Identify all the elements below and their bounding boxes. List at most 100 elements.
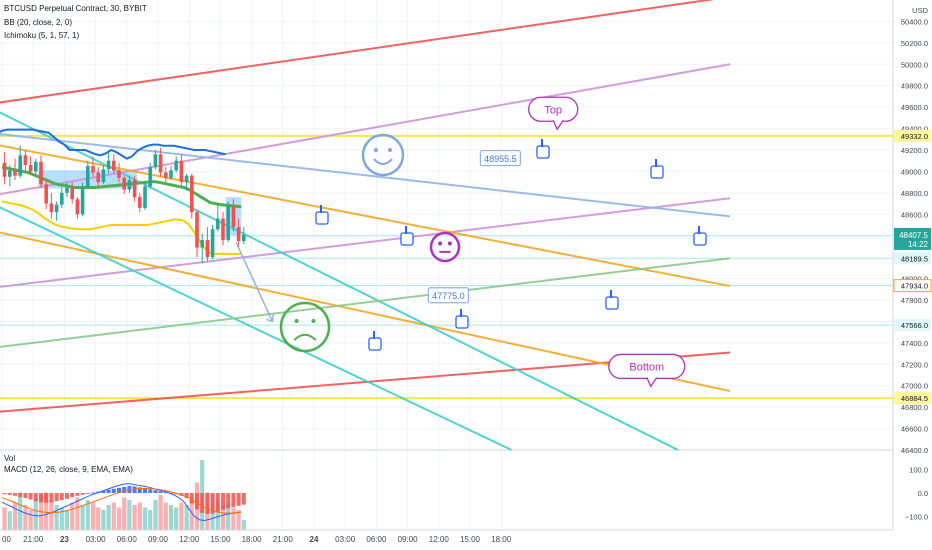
candle-body[interactable] — [54, 204, 59, 213]
macd-histogram-bar — [33, 493, 38, 502]
candle-body[interactable] — [23, 155, 28, 165]
volume-bar — [101, 510, 106, 530]
candle-body[interactable] — [205, 240, 210, 258]
time-axis[interactable]: 00 21:00 23 03:00 06:00 09:00 12:00 15:00 18:00 2… — [0, 529, 893, 544]
macd-histogram-bar — [13, 493, 17, 496]
candle-body[interactable] — [190, 175, 194, 213]
price-tick-label: 47200.0 — [901, 360, 928, 369]
volume-bar — [28, 510, 33, 530]
candle-body[interactable] — [18, 155, 22, 176]
hand-pointer-icon — [315, 211, 329, 225]
arrow-line — [235, 241, 274, 322]
ichimoku-indicator-legend[interactable]: Ichimoku (5, 1, 57, 1) — [4, 31, 80, 40]
sad-face-icon-eye — [294, 319, 299, 323]
candle-body[interactable] — [200, 240, 204, 248]
time-tick-label: 15:00 — [460, 535, 481, 544]
macd-histogram-bar — [210, 493, 215, 514]
candle-body[interactable] — [60, 192, 64, 205]
volume-bar — [132, 505, 137, 530]
candle-body[interactable] — [132, 180, 137, 198]
candle-body[interactable] — [44, 184, 48, 204]
candle-body[interactable] — [70, 187, 74, 200]
smiley-face-icon-eye — [374, 148, 378, 152]
price-level-tag-label: 47934.0 — [901, 282, 928, 291]
price-tick-label: 50400.0 — [901, 17, 928, 26]
candle-body[interactable] — [39, 161, 43, 185]
candle-body[interactable] — [117, 170, 121, 178]
macd-histogram-bar — [195, 493, 199, 510]
candle-body[interactable] — [34, 161, 38, 172]
trend-line — [0, 111, 679, 451]
smiley-face-icon-eye — [388, 148, 392, 152]
time-tick-label: 18:00 — [491, 535, 512, 544]
candle-body[interactable] — [143, 186, 147, 208]
macd-histogram-bar — [143, 488, 147, 493]
candle-body[interactable] — [242, 234, 246, 242]
price-tick-label: 49400.0 — [901, 125, 928, 134]
candle-body[interactable] — [112, 160, 116, 171]
volume-bar — [226, 502, 231, 530]
candle-body[interactable] — [174, 160, 178, 171]
candle-body[interactable] — [231, 205, 236, 228]
candle-body[interactable] — [195, 212, 199, 248]
macd-histogram-bar — [189, 493, 194, 504]
candle-body[interactable] — [65, 187, 69, 193]
candle-body[interactable] — [158, 154, 163, 173]
candlestick-series[interactable] — [2, 145, 246, 264]
symbol-title[interactable]: BTCUSD Perpetual Contract, 30, BYBIT — [4, 4, 147, 13]
candle-body[interactable] — [75, 199, 80, 215]
volume-legend[interactable]: Vol — [4, 454, 16, 463]
macd-histogram-bar — [54, 493, 59, 502]
price-level-tag-label: 48189.5 — [901, 254, 928, 263]
volume-bar — [75, 497, 80, 530]
candle-body[interactable] — [127, 180, 132, 190]
currency-label: USD — [912, 6, 928, 15]
bb-indicator-legend[interactable]: BB (20, close, 2, 0) — [4, 18, 73, 27]
macd-histogram-bar — [85, 493, 90, 494]
macd-histogram-bar — [117, 487, 121, 493]
candle-body[interactable] — [2, 162, 7, 177]
time-tick-label: 24 — [310, 535, 319, 544]
candle-body[interactable] — [96, 172, 100, 183]
time-tick-label: 09:00 — [148, 535, 169, 544]
macd-legend[interactable]: MACD (12, 26, close, 9, EMA, EMA) — [4, 465, 133, 474]
candle-body[interactable] — [86, 166, 90, 188]
candle-body[interactable] — [101, 169, 106, 183]
candle-body[interactable] — [236, 227, 241, 242]
candle-body[interactable] — [148, 167, 152, 187]
macd-histogram-bar — [70, 493, 75, 498]
candle-body[interactable] — [210, 229, 215, 258]
candle-body[interactable] — [8, 170, 12, 177]
time-tick-label: 12:00 — [179, 535, 200, 544]
candle-body[interactable] — [179, 160, 184, 183]
price-tick-label: 46400.0 — [901, 446, 928, 455]
macd-histogram-bar — [111, 488, 116, 493]
candle-body[interactable] — [122, 177, 126, 190]
macd-histogram-bar — [101, 490, 106, 493]
candle-body[interactable] — [80, 187, 85, 215]
price-tick-label: 47800.0 — [901, 296, 928, 305]
volume-bar — [153, 500, 158, 530]
candle-body[interactable] — [91, 166, 95, 173]
hand-pointer-icon — [455, 315, 469, 329]
candle-body[interactable] — [138, 197, 142, 208]
candle-body[interactable] — [164, 172, 168, 178]
candle-body[interactable] — [216, 218, 220, 230]
candle-body[interactable] — [226, 205, 230, 240]
price-tick-label: 49600.0 — [901, 103, 928, 112]
candle-body[interactable] — [169, 170, 173, 178]
candle-body[interactable] — [221, 218, 225, 240]
candle-body[interactable] — [153, 154, 158, 168]
candle-body[interactable] — [13, 170, 17, 176]
volume-bar — [184, 505, 189, 530]
volume-bar — [70, 502, 75, 530]
candle-body[interactable] — [106, 160, 111, 170]
volume-bar — [12, 502, 18, 530]
price-axis[interactable]: USD 50400.0 50200.0 50000.0 49800.0 49600.0 49… — [892, 0, 932, 550]
candle-body[interactable] — [184, 175, 189, 183]
hand-pointer-icon — [650, 165, 664, 179]
candle-body[interactable] — [28, 165, 33, 172]
candle-body[interactable] — [49, 203, 54, 213]
speech-bubble-tail-icon — [646, 377, 658, 388]
